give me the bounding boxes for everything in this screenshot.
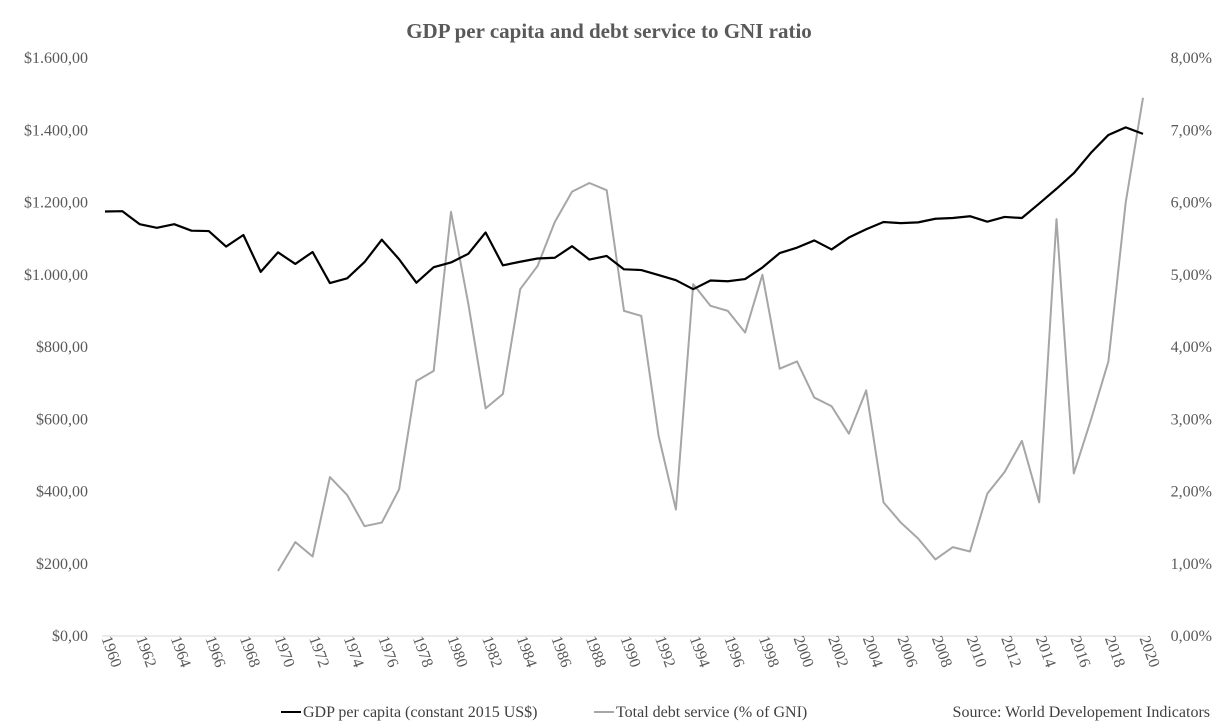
x-tick-label: 1990 (617, 634, 644, 670)
x-tick-label: 1960 (98, 634, 125, 670)
x-tick-label: 2004 (859, 634, 886, 670)
x-tick-label: 2006 (893, 634, 920, 670)
x-tick-label: 2018 (1101, 634, 1128, 670)
x-tick-label: 1984 (513, 634, 540, 670)
x-axis: 1960 1962 1964 1966 1968 1970 1972 1974 1976 1978… (98, 634, 1163, 670)
y-right-tick-label: 2,00% (1171, 484, 1212, 501)
y-left-tick-label: $600,00 (36, 411, 88, 428)
x-tick-label: 2016 (1066, 634, 1093, 670)
y-left-tick-label: $800,00 (36, 339, 88, 356)
x-tick-label: 1994 (686, 634, 713, 670)
x-tick-label: 1968 (236, 634, 263, 670)
x-tick-label: 1966 (201, 634, 228, 670)
source-note: Source: World Developement Indicators (953, 704, 1210, 721)
x-tick-label: 1986 (547, 634, 574, 670)
y-left-tick-label: $0,00 (52, 628, 88, 645)
legend: GDP per capita (constant 2015 US$) Total… (281, 704, 807, 721)
x-tick-label: 1982 (478, 634, 505, 670)
y-left-tick-label: $1.000,00 (24, 267, 88, 284)
x-tick-label: 1992 (651, 634, 678, 670)
series-line-gdp (104, 126, 1144, 291)
y-right-tick-label: 7,00% (1171, 122, 1212, 139)
y-left-tick-label: $400,00 (36, 484, 88, 501)
y-right-tick-label: 8,00% (1171, 50, 1212, 67)
x-tick-label: 1978 (409, 634, 436, 670)
y-right-tick-label: 4,00% (1171, 339, 1212, 356)
x-tick-label: 2000 (790, 634, 817, 670)
x-tick-label: 1964 (167, 634, 194, 670)
series-line-debt (277, 97, 1144, 572)
x-tick-label: 1972 (305, 634, 332, 670)
x-tick-label: 1974 (340, 634, 367, 670)
x-tick-label: 1996 (720, 634, 747, 670)
x-tick-label: 2002 (824, 634, 851, 670)
x-tick-label: 1976 (374, 634, 401, 670)
x-tick-label: 2010 (963, 634, 990, 670)
y-right-tick-label: 5,00% (1171, 267, 1212, 284)
legend-label-debt: Total debt service (% of GNI) (616, 704, 807, 721)
y-right-tick-label: 3,00% (1171, 411, 1212, 428)
y-left-tick-label: $1.600,00 (24, 50, 88, 67)
y-right-tick-label: 6,00% (1171, 195, 1212, 212)
x-tick-label: 1988 (582, 634, 609, 670)
x-tick-label: 2020 (1136, 634, 1163, 670)
y-right-tick-label: 1,00% (1171, 556, 1212, 573)
chart-title: GDP per capita and debt service to GNI r… (406, 19, 812, 43)
y-right-tick-label: 0,00% (1171, 628, 1212, 645)
x-tick-label: 2012 (997, 634, 1024, 670)
x-tick-label: 2008 (928, 634, 955, 670)
legend-label-gdp: GDP per capita (constant 2015 US$) (303, 704, 537, 721)
y-left-tick-label: $1.200,00 (24, 195, 88, 212)
y-left-tick-label: $1.400,00 (24, 122, 88, 139)
x-tick-label: 1962 (132, 634, 159, 670)
x-tick-label: 1998 (755, 634, 782, 670)
left-axis: $0,00 $200,00 $400,00 $600,00 $800,00 $1.000,… (24, 50, 88, 645)
right-axis: 0,00% 1,00% 2,00% 3,00% 4,00% 5,00% 6,00% 7,00%… (1171, 50, 1212, 645)
x-tick-label: 1970 (271, 634, 298, 670)
x-tick-label: 1980 (444, 634, 471, 670)
y-left-tick-label: $200,00 (36, 556, 88, 573)
plot-area (104, 97, 1144, 572)
x-tick-label: 2014 (1032, 634, 1059, 670)
